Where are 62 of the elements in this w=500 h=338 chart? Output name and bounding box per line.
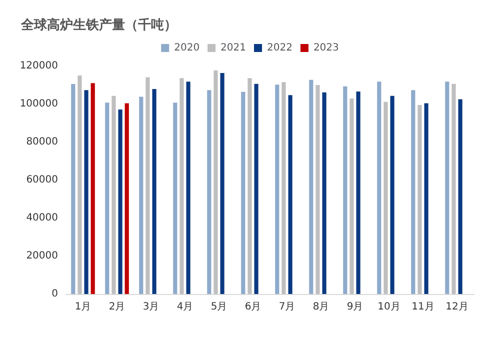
bar	[118, 110, 122, 294]
bar	[282, 82, 286, 294]
bar	[248, 78, 252, 294]
x-tick-label: 8月	[312, 302, 330, 312]
x-tick-label: 12月	[446, 302, 468, 312]
bar	[124, 103, 129, 294]
bar	[105, 102, 110, 294]
x-tick-label: 11月	[412, 302, 434, 312]
y-tick-label: 100000	[20, 98, 58, 110]
chart-title: 全球高炉生铁产量（千吨）	[20, 17, 177, 33]
legend-label: 2023	[313, 42, 339, 54]
bar	[71, 84, 76, 294]
bar	[139, 96, 144, 294]
bar	[309, 80, 314, 294]
bar	[241, 92, 246, 294]
y-tick-label: 0	[52, 288, 58, 300]
x-tick-label: 2月	[108, 302, 126, 312]
x-tick-label: 1月	[74, 302, 92, 312]
bar	[112, 96, 116, 294]
bar	[220, 73, 224, 294]
x-tick-label: 4月	[176, 302, 194, 312]
bar	[152, 88, 156, 294]
bar	[84, 90, 88, 294]
y-tick-label: 40000	[26, 212, 58, 224]
bar	[254, 84, 258, 294]
x-tick-label: 9月	[346, 302, 364, 312]
bar	[275, 84, 280, 294]
legend-label: 2020	[174, 42, 200, 54]
bar	[390, 96, 394, 294]
x-tick-label: 10月	[378, 302, 400, 312]
bar	[350, 98, 354, 294]
bar	[146, 77, 150, 294]
x-tick-label: 7月	[278, 302, 296, 312]
bar	[411, 90, 416, 294]
bar	[186, 82, 190, 294]
bar	[343, 86, 348, 294]
x-tick-label: 5月	[210, 302, 228, 312]
bar	[445, 82, 450, 294]
y-tick-label: 60000	[26, 174, 58, 186]
bar	[418, 104, 422, 294]
bar	[322, 92, 326, 294]
bar	[316, 85, 320, 294]
bar	[458, 99, 462, 294]
bar	[78, 76, 82, 294]
bar	[180, 78, 184, 294]
legend-label: 2022	[267, 42, 292, 54]
bar	[384, 102, 388, 294]
x-tick-label: 6月	[244, 302, 262, 312]
bar	[424, 103, 428, 294]
bar	[356, 91, 360, 294]
bar	[377, 82, 382, 294]
bar	[90, 83, 95, 294]
bar	[173, 102, 178, 294]
bar	[452, 84, 456, 294]
bar	[207, 90, 212, 294]
y-tick-label: 20000	[26, 250, 58, 262]
y-tick-label: 120000	[20, 60, 58, 72]
y-tick-label: 80000	[26, 136, 58, 148]
bar	[214, 70, 218, 294]
x-tick-label: 3月	[142, 302, 160, 312]
bar	[288, 95, 292, 294]
legend-label: 2021	[220, 42, 246, 54]
